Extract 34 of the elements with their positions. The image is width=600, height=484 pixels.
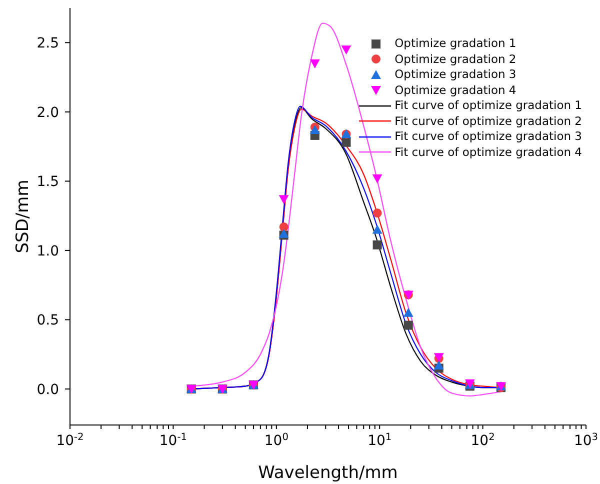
legend-label: Optimize gradation 3	[394, 67, 516, 82]
x-tick-label: 10$^{-2}$	[56, 432, 84, 449]
x-tick-label: 10$^{2}$	[470, 432, 495, 449]
point	[310, 59, 320, 68]
point	[434, 360, 444, 370]
legend-label: Fit curve of optimize gradation 4	[394, 144, 582, 160]
x-tick-label: 10$^{0}$	[264, 432, 288, 449]
legend-label: Fit curve of optimize gradation 1	[394, 98, 582, 114]
y-tick-label: 0.0	[36, 382, 59, 398]
point	[278, 195, 289, 204]
y-tick-label: 0.5	[36, 312, 59, 329]
point	[404, 320, 413, 330]
point	[372, 208, 382, 218]
legend-label: Fit curve of optimize gradation 3	[394, 129, 582, 144]
legend-label: Fit curve of optimize gradation 2	[394, 114, 582, 129]
x-tick-label: 10$^{-1}$	[159, 432, 188, 449]
x-tick-label: 10$^{3}$	[574, 432, 598, 449]
point	[403, 308, 414, 317]
point	[342, 138, 351, 147]
legend-label: Optimize gradation 1	[394, 36, 516, 52]
point	[341, 46, 352, 55]
point	[372, 240, 382, 250]
x-tick-label: 10$^{1}$	[368, 432, 392, 449]
point	[372, 174, 382, 184]
x-axis-title: Wavelength/mm	[258, 463, 398, 483]
legend-label: Optimize gradation 2	[394, 52, 516, 67]
y-tick-label: 1.5	[36, 174, 59, 190]
y-axis-title: SSD/mm	[13, 180, 34, 254]
y-tick-label: 1.0	[36, 243, 59, 260]
y-tick-label: 2.5	[36, 36, 59, 52]
y-tick-label: 2.0	[36, 104, 59, 121]
point	[279, 222, 288, 232]
legend-label: Optimize gradation 4	[394, 82, 516, 98]
point	[372, 224, 382, 234]
